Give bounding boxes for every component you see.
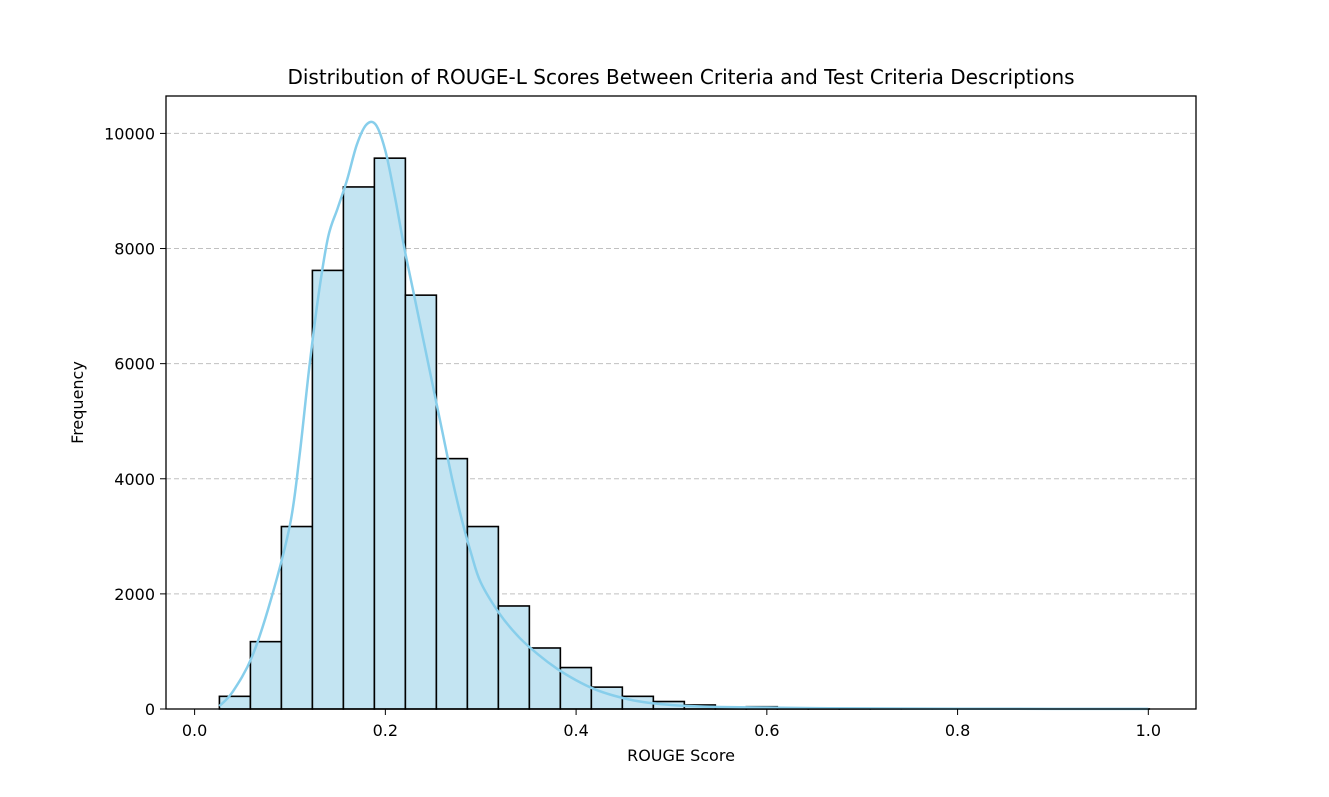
- y-axis-ticks: 0 2000 4000 6000 8000 10000: [104, 124, 166, 719]
- kde-curve: [218, 120, 1149, 711]
- histogram-bar: [373, 157, 407, 710]
- x-tick-label: 0.0: [182, 721, 207, 740]
- plot-frame: [165, 95, 1197, 710]
- y-tick-label: 4000: [114, 470, 155, 489]
- histogram-bar: [280, 525, 314, 710]
- histogram-bar: [249, 640, 283, 710]
- y-tick-label: 2000: [114, 585, 155, 604]
- x-axis-label: ROUGE Score: [627, 746, 735, 765]
- chart-title: Distribution of ROUGE-L Scores Between C…: [287, 65, 1074, 89]
- histogram-bar: [342, 186, 376, 710]
- y-tick-label: 0: [145, 700, 155, 719]
- histogram-bar: [404, 294, 438, 710]
- y-tick-label: 10000: [104, 124, 155, 143]
- y-axis-label: Frequency: [68, 361, 87, 444]
- x-tick-label: 0.2: [373, 721, 398, 740]
- y-tick-label: 8000: [114, 240, 155, 259]
- x-tick-label: 1.0: [1136, 721, 1161, 740]
- y-tick-label: 6000: [114, 355, 155, 374]
- histogram-bars: [218, 157, 1151, 710]
- histogram-bar: [311, 269, 345, 710]
- histogram-bar: [528, 647, 562, 710]
- histogram-bar: [497, 605, 531, 710]
- x-tick-label: 0.6: [754, 721, 779, 740]
- x-axis-ticks: 0.0 0.2 0.4 0.6 0.8 1.0: [182, 709, 1161, 740]
- x-tick-label: 0.8: [945, 721, 970, 740]
- histogram-bar: [435, 457, 469, 710]
- x-tick-label: 0.4: [563, 721, 588, 740]
